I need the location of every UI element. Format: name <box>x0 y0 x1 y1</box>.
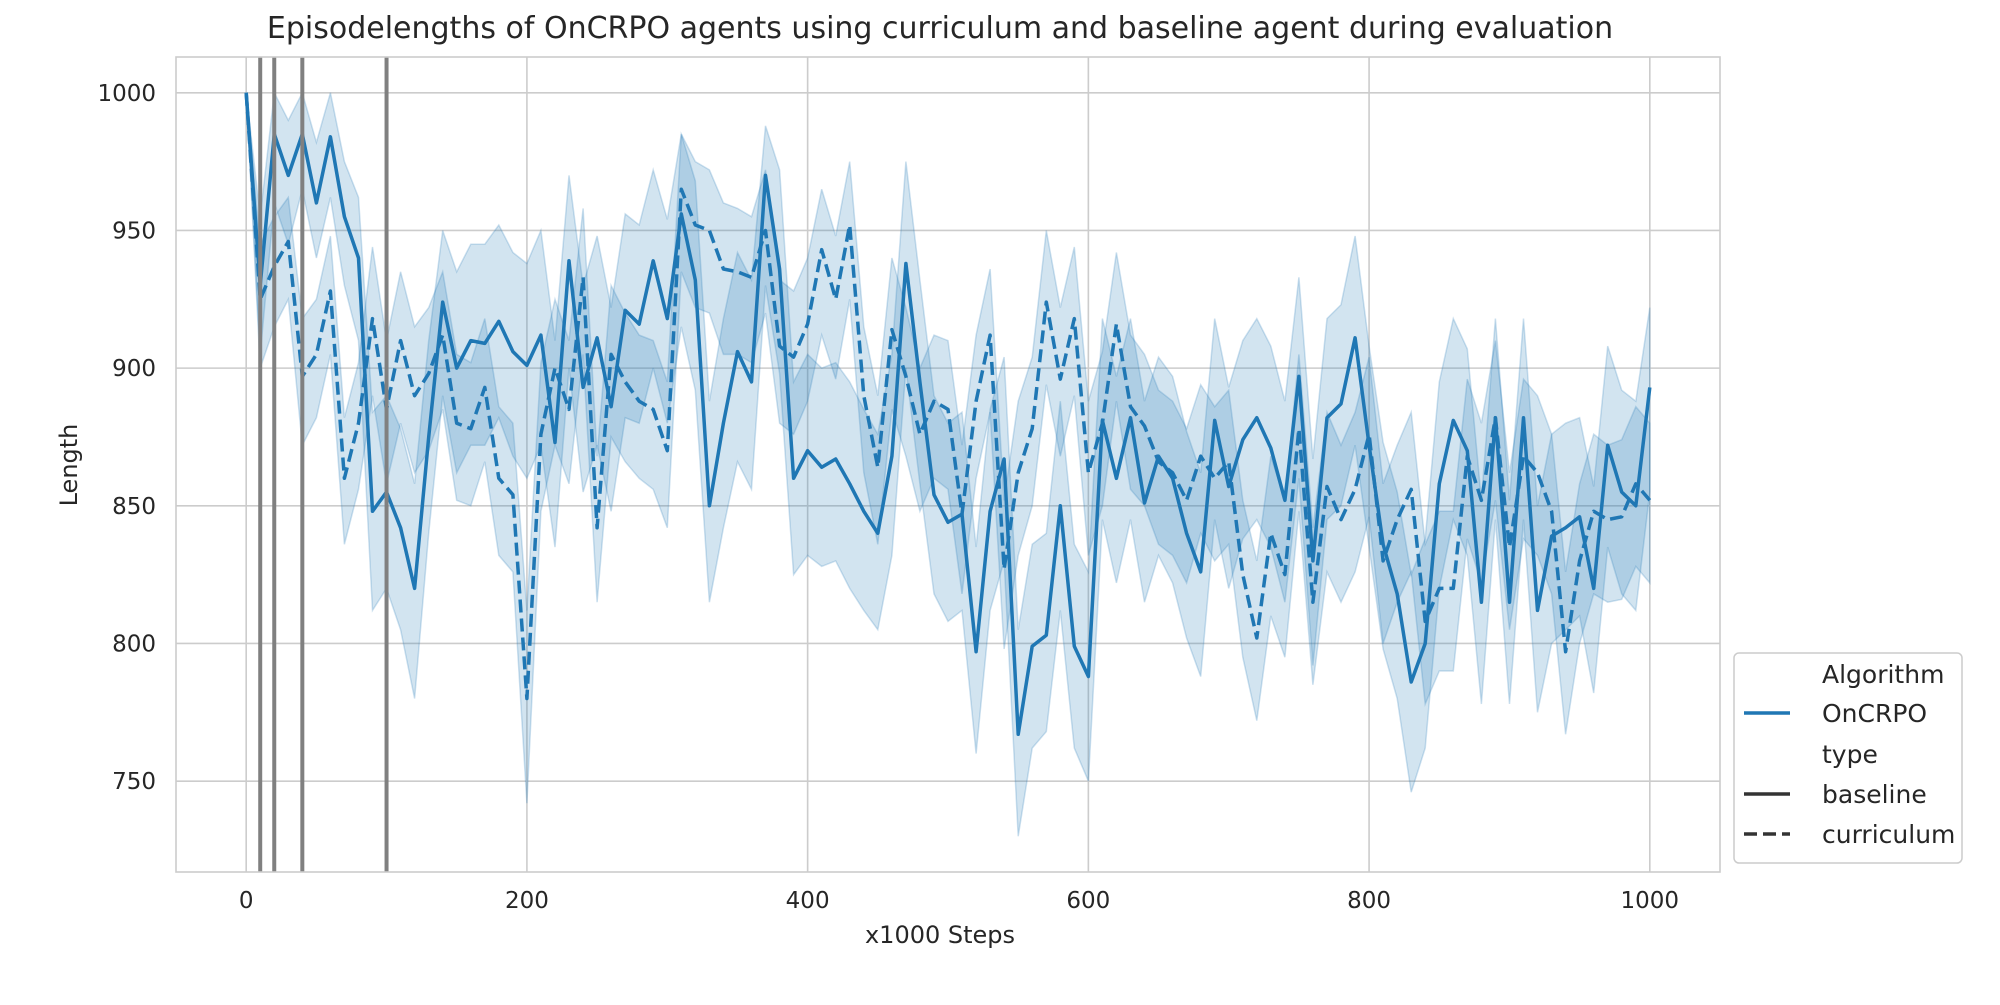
legend-title-algorithm: Algorithm <box>1822 660 1944 689</box>
confidence-band-curriculum <box>245 92 1651 804</box>
x-axis-ticks: 0 200 400 600 800 1000 <box>239 888 1679 914</box>
series-lines <box>244 92 1652 737</box>
x-tick-label: 0 <box>239 888 254 914</box>
legend-box <box>1733 652 1963 864</box>
grid <box>176 57 1720 872</box>
legend-entry-oncrpo: OnCRPO <box>1822 699 1927 728</box>
legend-entry-curriculum: curriculum <box>1822 820 1955 849</box>
curriculum-stage-markers <box>258 57 389 872</box>
y-tick-label: 750 <box>112 769 156 795</box>
y-tick-label: 900 <box>112 356 156 382</box>
x-tick-label: 800 <box>1347 888 1391 914</box>
x-axis-title: x1000 Steps <box>865 921 1015 949</box>
x-tick-label: 1000 <box>1621 888 1680 914</box>
y-tick-label: 1000 <box>97 81 156 107</box>
y-tick-label: 850 <box>112 494 156 520</box>
x-tick-label: 200 <box>505 888 549 914</box>
y-tick-label: 800 <box>112 631 156 657</box>
plot-area <box>175 56 1721 873</box>
plot-background <box>176 57 1720 872</box>
series-line-curriculum <box>244 92 1652 701</box>
legend: Algorithm OnCRPO type baseline curriculu… <box>1733 652 1963 864</box>
plot-frame <box>175 56 1721 873</box>
chart-title: Episodelengths of OnCRPO agents using cu… <box>267 11 1613 46</box>
x-tick-label: 600 <box>1066 888 1110 914</box>
y-axis-ticks: 750 800 850 900 950 1000 <box>97 81 156 795</box>
series-line-baseline <box>244 92 1652 737</box>
legend-entry-baseline: baseline <box>1822 780 1927 809</box>
y-axis-title: Length <box>55 424 83 507</box>
legend-title-type: type <box>1822 740 1878 769</box>
y-tick-label: 950 <box>112 218 156 244</box>
x-tick-label: 400 <box>786 888 830 914</box>
